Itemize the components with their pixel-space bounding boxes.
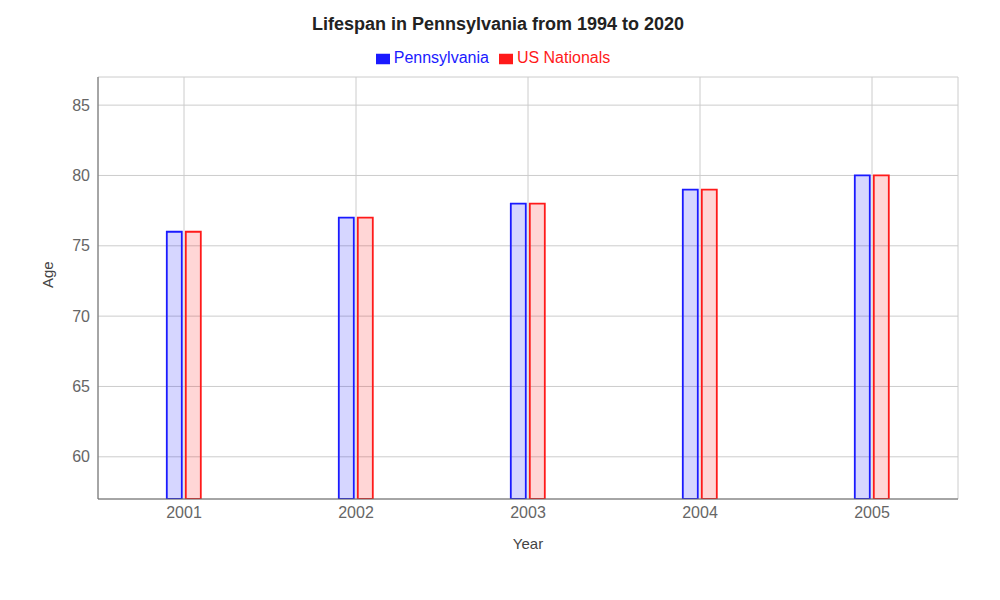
html-text:Lifespan in Pennsylvania from: Lifespan in Pennsylvania from 1994 to 20… xyxy=(311,14,685,34)
svg-text:80: 80 xyxy=(72,167,90,184)
svg-text:2004: 2004 xyxy=(682,504,718,521)
svg-text:Age: Age xyxy=(39,261,56,288)
svg-text:85: 85 xyxy=(72,97,90,114)
svg-text:Year: Year xyxy=(513,535,543,552)
html-text:US Nationals: US Nationals xyxy=(516,49,611,66)
svg-text:2005: 2005 xyxy=(854,504,890,521)
svg-text:65: 65 xyxy=(72,378,90,395)
svg-text:75: 75 xyxy=(72,237,90,254)
svg-text:70: 70 xyxy=(72,308,90,325)
svg-text:60: 60 xyxy=(72,448,90,465)
svg-text:2002: 2002 xyxy=(338,504,374,521)
html-text:Pennsylvania: Pennsylvania xyxy=(393,49,489,66)
svg-text:2003: 2003 xyxy=(510,504,546,521)
svg-text:2001: 2001 xyxy=(166,504,202,521)
